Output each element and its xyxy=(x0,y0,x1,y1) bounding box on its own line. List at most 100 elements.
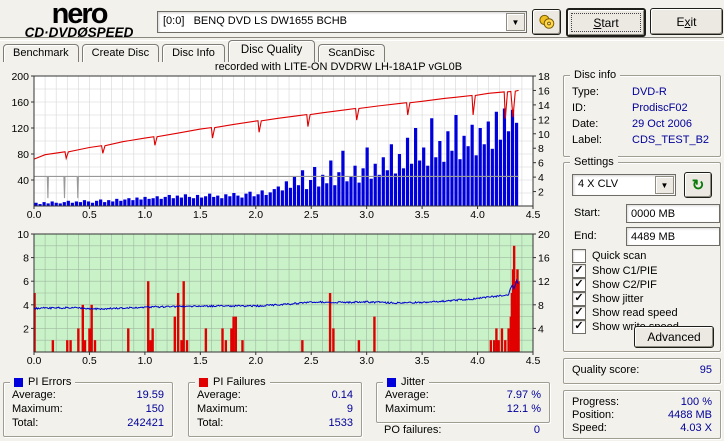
pi-errors-stats-box: PI Errors Average: 19.59 Maximum: 150 Tota… xyxy=(3,376,173,437)
checkbox-show-c2-pif[interactable]: ✓ Show C2/PIF xyxy=(572,277,657,292)
svg-text:8: 8 xyxy=(538,300,544,312)
svg-text:2.0: 2.0 xyxy=(248,355,263,367)
checkbox-show-read-speed[interactable]: ✓ Show read speed xyxy=(572,305,678,320)
stat-row: Maximum: 150 xyxy=(12,403,164,415)
quality-score-value: 95 xyxy=(699,364,712,376)
svg-text:14: 14 xyxy=(538,100,550,112)
svg-text:4.0: 4.0 xyxy=(470,209,485,221)
svg-text:3.5: 3.5 xyxy=(415,355,430,367)
chevron-down-icon[interactable]: ▼ xyxy=(506,13,525,31)
svg-text:160: 160 xyxy=(11,97,29,109)
stat-row: Maximum: 9 xyxy=(197,403,353,415)
tab-bar: Benchmark Create Disc Disc Info Disc Qua… xyxy=(3,40,385,62)
disc-info-row: Label: CDS_TEST_B2 xyxy=(572,134,710,146)
tab-disc-info[interactable]: Disc Info xyxy=(162,44,225,62)
disc-info-row: ID: ProdiscF02 xyxy=(572,102,688,114)
svg-text:80: 80 xyxy=(17,149,29,161)
checkbox-show-c1-pie[interactable]: ✓ Show C1/PIE xyxy=(572,263,657,278)
advanced-button[interactable]: Advanced xyxy=(634,326,714,348)
svg-text:4.5: 4.5 xyxy=(526,355,541,367)
pi-failures-stats-box: PI Failures Average: 0.14 Maximum: 9 Total… xyxy=(188,376,362,437)
svg-text:40: 40 xyxy=(17,175,29,187)
stat-row: Total: 1533 xyxy=(197,417,353,429)
svg-text:3.0: 3.0 xyxy=(359,209,374,221)
svg-text:12: 12 xyxy=(538,114,550,126)
quality-score-box: Quality score: 95 xyxy=(563,358,721,384)
disc-info-row: Date: 29 Oct 2006 xyxy=(572,118,692,130)
pi-errors-legend: PI Errors xyxy=(10,376,76,388)
svg-text:6: 6 xyxy=(23,276,29,288)
svg-text:1.0: 1.0 xyxy=(138,209,153,221)
nero-logo: nero CD·DVDØSPEED xyxy=(6,0,152,40)
end-position-field[interactable]: 4489 MB xyxy=(626,227,720,246)
cd-dvd-speed-logo-text: CD·DVDØSPEED xyxy=(24,25,134,40)
svg-text:4: 4 xyxy=(538,323,544,335)
svg-text:4: 4 xyxy=(538,172,544,184)
exit-button[interactable]: Exit xyxy=(650,8,723,35)
svg-text:2.5: 2.5 xyxy=(304,209,319,221)
scan-speed-select[interactable]: 4 X CLV ▼ xyxy=(572,174,676,196)
tab-scandisc[interactable]: ScanDisc xyxy=(318,44,385,62)
start-button[interactable]: Start xyxy=(566,8,646,37)
svg-text:2.5: 2.5 xyxy=(304,355,319,367)
svg-text:20: 20 xyxy=(538,229,550,241)
refresh-button[interactable]: ↻ xyxy=(684,172,712,198)
svg-text:8: 8 xyxy=(538,143,544,155)
start-position-field[interactable]: 0000 MB xyxy=(626,204,720,223)
svg-text:2: 2 xyxy=(538,187,544,199)
speed-row: Speed: 4.03 X xyxy=(572,422,712,434)
refresh-icon: ↻ xyxy=(691,177,705,194)
hand-discs-icon xyxy=(538,14,556,30)
progress-row: Progress: 100 % xyxy=(572,396,712,408)
svg-text:0.0: 0.0 xyxy=(27,209,42,221)
tab-create-disc[interactable]: Create Disc xyxy=(81,44,160,62)
svg-text:0.0: 0.0 xyxy=(27,355,42,367)
svg-text:1.5: 1.5 xyxy=(193,209,208,221)
disc-info-title: Disc info xyxy=(570,69,621,81)
start-button-label: Start xyxy=(593,15,619,30)
svg-text:10: 10 xyxy=(17,229,29,241)
chevron-down-icon[interactable]: ▼ xyxy=(655,176,674,194)
pi-failures-legend: PI Failures xyxy=(195,376,270,388)
stat-row: Maximum: 12.1 % xyxy=(385,403,541,415)
toolbar-separator xyxy=(0,37,724,41)
jitter-legend: Jitter xyxy=(383,376,429,388)
settings-group: Settings 4 X CLV ▼ ↻ Start: 0000 MB End:… xyxy=(563,156,721,352)
nero-logo-text: nero xyxy=(51,0,109,30)
svg-text:0.5: 0.5 xyxy=(82,209,97,221)
tab-disc-quality[interactable]: Disc Quality xyxy=(227,40,316,62)
progress-box: Progress: 100 % Position: 4488 MB Speed: 4.… xyxy=(563,390,721,439)
po-failures-row: PO failures: 0 xyxy=(384,424,540,436)
disc-info-group: Disc info Type: DVD-R ID: ProdiscF02 Date:… xyxy=(563,69,721,157)
pi-errors-chart: 0.0 0.5 1.0 1.5 2.0 2.5 3.0 3.5 4.0 4.5 40 80 120 160… xyxy=(11,61,550,221)
svg-text:18: 18 xyxy=(538,71,550,83)
jitter-color-swatch xyxy=(387,377,396,387)
svg-text:16: 16 xyxy=(538,253,550,265)
pi-errors-color-swatch xyxy=(14,377,23,387)
disc-tool-button[interactable] xyxy=(532,9,561,35)
svg-text:3.0: 3.0 xyxy=(359,355,374,367)
exit-button-label: Exit xyxy=(676,14,697,29)
svg-text:120: 120 xyxy=(11,123,29,135)
quality-score-label: Quality score: xyxy=(572,364,640,376)
checkbox-quick-scan[interactable]: ✓Quick scan xyxy=(572,248,646,263)
scan-speed-value: 4 X CLV xyxy=(578,178,619,190)
quality-score-row: Quality score: 95 xyxy=(572,364,712,376)
drive-select[interactable]: [0:0] BENQ DVD LS DW1655 BCHB ▼ xyxy=(157,11,527,33)
po-failures-value: 0 xyxy=(533,424,540,436)
svg-text:1.5: 1.5 xyxy=(193,355,208,367)
svg-text:1.0: 1.0 xyxy=(138,355,153,367)
svg-text:2: 2 xyxy=(23,323,29,335)
svg-text:recorded with LITE-ON DVDRW LH: recorded with LITE-ON DVDRW LH-18A1P vGL… xyxy=(215,61,462,73)
end-position-label: End: xyxy=(574,230,597,242)
svg-text:12: 12 xyxy=(538,276,550,288)
svg-text:16: 16 xyxy=(538,85,550,97)
svg-text:2.0: 2.0 xyxy=(248,209,263,221)
checkbox-show-jitter[interactable]: ✓ Show jitter xyxy=(572,291,643,306)
svg-text:4.0: 4.0 xyxy=(470,355,485,367)
stat-row: Average: 0.14 xyxy=(197,389,353,401)
po-failures-label: PO failures: xyxy=(384,424,442,436)
tab-benchmark[interactable]: Benchmark xyxy=(3,44,79,62)
settings-title: Settings xyxy=(570,156,618,168)
